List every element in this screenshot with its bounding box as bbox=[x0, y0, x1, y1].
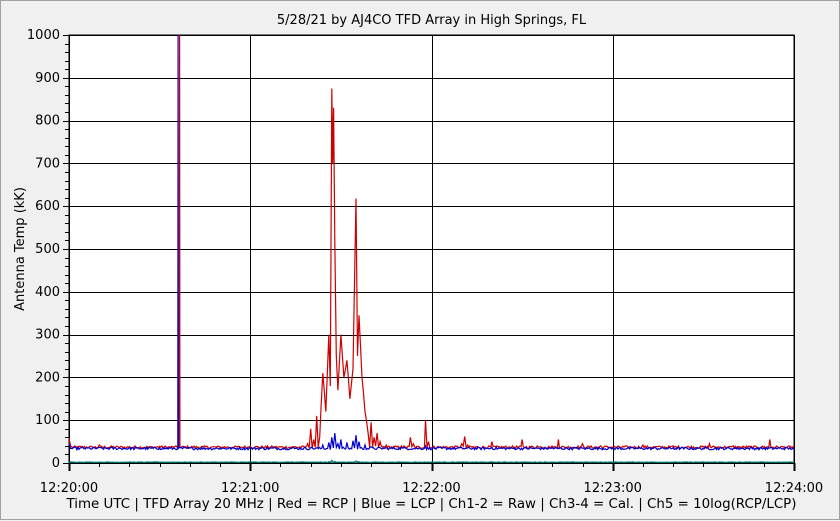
y-tick-label: 1000 bbox=[27, 28, 60, 43]
x-tick-label: 12:23:00 bbox=[584, 481, 642, 496]
series-line-ch5 bbox=[68, 459, 795, 464]
y-minor-ticks bbox=[65, 44, 69, 455]
y-tick-label: 0 bbox=[52, 456, 60, 471]
y-tick-label: 200 bbox=[35, 370, 60, 385]
y-tick-label: 500 bbox=[35, 242, 60, 257]
y-tick-label: 100 bbox=[35, 413, 60, 428]
x-axis-ticks: 12:20:00 12:21:00 12:22:00 12:23:00 12:24:00 bbox=[40, 463, 823, 496]
y-tick-label: 600 bbox=[35, 199, 60, 214]
y-tick-label: 300 bbox=[35, 328, 60, 343]
x-tick-label: 12:21:00 bbox=[221, 481, 279, 496]
y-axis-label: Antenna Temp (kK) bbox=[13, 187, 28, 311]
y-tick-label: 800 bbox=[35, 114, 60, 129]
x-tick-label: 12:24:00 bbox=[765, 481, 823, 496]
series-line-lcp bbox=[68, 34, 795, 452]
x-tick-label: 12:20:00 bbox=[40, 481, 98, 496]
x-tick-label: 12:22:00 bbox=[402, 481, 460, 496]
y-axis-ticks: 0 100 200 300 400 500 600 700 800 900 1000 bbox=[27, 28, 69, 471]
y-tick-label: 400 bbox=[35, 285, 60, 300]
y-tick-label: 700 bbox=[35, 156, 60, 171]
series-layer bbox=[68, 34, 795, 464]
y-tick-label: 900 bbox=[35, 71, 60, 86]
x-axis-label: Time UTC | TFD Array 20 MHz | Red = RCP … bbox=[65, 497, 796, 512]
chart-title: 5/28/21 by AJ4CO TFD Array in High Sprin… bbox=[277, 13, 587, 28]
